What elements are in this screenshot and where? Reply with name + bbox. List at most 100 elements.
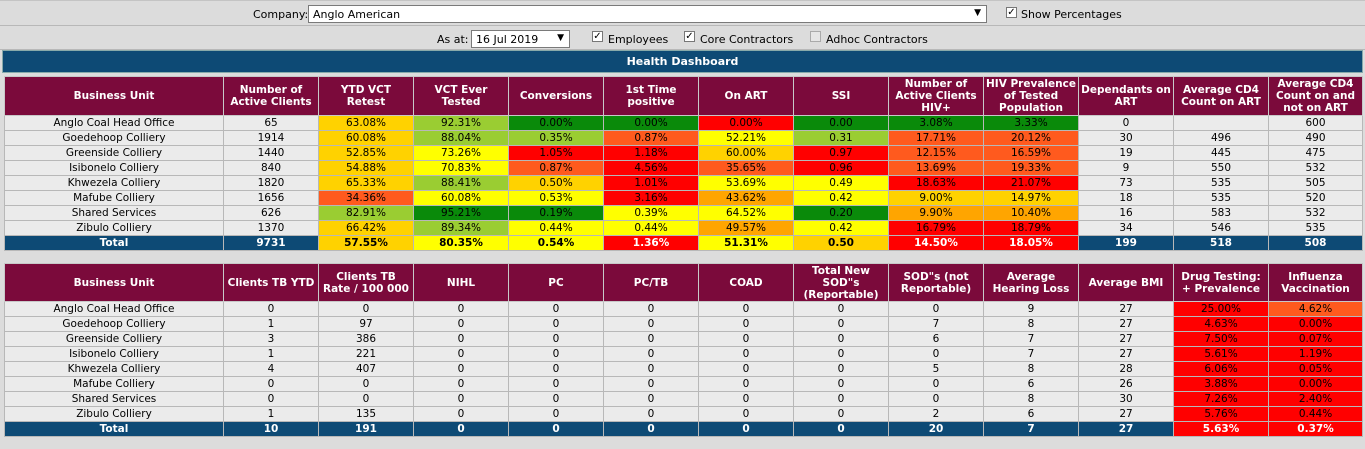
column-header: 1st Time positive — [603, 76, 699, 116]
table-cell: 1 — [223, 316, 319, 332]
total-cell: 0.50 — [793, 235, 889, 251]
business-unit-cell: Shared Services — [4, 391, 224, 407]
table-cell: 0 — [793, 376, 889, 392]
table-cell: 7 — [983, 346, 1079, 362]
table-row: Greenside Colliery 1440 52.85% 73.26% 1.05% 1… — [4, 145, 1363, 161]
table-cell: 5.76% — [1173, 406, 1269, 422]
table-cell: 9.90% — [888, 205, 984, 221]
table-cell: 4.56% — [603, 160, 699, 176]
table-cell: 88.04% — [413, 130, 509, 146]
column-header: Total New SOD"s (Reportable) — [793, 263, 889, 302]
column-header: PC/TB — [603, 263, 699, 302]
show-percentages-checkbox[interactable]: ✓ — [1006, 7, 1017, 18]
table-cell: 4 — [223, 361, 319, 377]
table-cell: 3.16% — [603, 190, 699, 206]
table-cell: 1656 — [223, 190, 319, 206]
table-cell: 4.63% — [1173, 316, 1269, 332]
total-cell: 10 — [223, 421, 319, 437]
table-cell: 3.33% — [983, 115, 1079, 131]
column-header: Average Hearing Loss — [983, 263, 1079, 302]
table-cell: 13.69% — [888, 160, 984, 176]
column-header: Business Unit — [4, 263, 224, 302]
table-cell: 0 — [603, 361, 699, 377]
table-cell: 97 — [318, 316, 414, 332]
total-cell: 518 — [1173, 235, 1269, 251]
table-cell: 53.69% — [698, 175, 794, 191]
table-cell: 9 — [1078, 160, 1174, 176]
column-header: Average BMI — [1078, 263, 1174, 302]
table-cell: 8 — [983, 391, 1079, 407]
table-cell: 14.97% — [983, 190, 1079, 206]
table-cell: 0 — [318, 301, 414, 317]
table-cell: 0.00% — [698, 115, 794, 131]
table-cell: 1914 — [223, 130, 319, 146]
table-cell — [1173, 115, 1269, 131]
table-cell: 30 — [1078, 391, 1174, 407]
table-cell: 10.40% — [983, 205, 1079, 221]
table-cell: 49.57% — [698, 220, 794, 236]
business-unit-cell: Goedehoop Colliery — [4, 316, 224, 332]
table-cell: 52.21% — [698, 130, 794, 146]
table-cell: 18 — [1078, 190, 1174, 206]
employees-checkbox[interactable]: ✓ — [592, 31, 603, 42]
table-cell: 1.19% — [1268, 346, 1363, 362]
column-header: VCT Ever Tested — [413, 76, 509, 116]
business-unit-cell: Isibonelo Colliery — [4, 346, 224, 362]
column-header: SOD"s (not Reportable) — [888, 263, 984, 302]
column-header: Dependants on ART — [1078, 76, 1174, 116]
table-cell: 65 — [223, 115, 319, 131]
table-cell: 6 — [983, 376, 1079, 392]
table-cell: 6 — [983, 406, 1079, 422]
table-cell: 52.85% — [318, 145, 414, 161]
table-cell: 25.00% — [1173, 301, 1269, 317]
business-unit-cell: Mafube Colliery — [4, 376, 224, 392]
adhoc-contractors-checkbox[interactable] — [810, 31, 821, 42]
table-cell: 0.96 — [793, 160, 889, 176]
table-cell: 18.63% — [888, 175, 984, 191]
table-cell: 16 — [1078, 205, 1174, 221]
table-cell: 35.65% — [698, 160, 794, 176]
table-cell: 30 — [1078, 130, 1174, 146]
total-cell: 51.31% — [698, 235, 794, 251]
total-cell: 20 — [888, 421, 984, 437]
table-cell: 34.36% — [318, 190, 414, 206]
table-cell: 7 — [888, 316, 984, 332]
table-cell: 1.01% — [603, 175, 699, 191]
table-cell: 0.44% — [603, 220, 699, 236]
table-row: Mafube Colliery 1656 34.36% 60.08% 0.53% 3.16… — [4, 190, 1363, 206]
table-cell: 0 — [413, 301, 509, 317]
table-cell: 2.40% — [1268, 391, 1363, 407]
table-cell: 0 — [603, 301, 699, 317]
table-cell: 88.41% — [413, 175, 509, 191]
business-unit-cell: Anglo Coal Head Office — [4, 115, 224, 131]
table-cell: 0 — [698, 316, 794, 332]
table-cell: 0.19% — [508, 205, 604, 221]
table-cell: 0 — [508, 316, 604, 332]
table-row: Khwezela Colliery 1820 65.33% 88.41% 0.50% 1.… — [4, 175, 1363, 191]
table-cell: 0 — [508, 331, 604, 347]
table-cell: 0 — [413, 391, 509, 407]
table-cell: 1 — [223, 406, 319, 422]
table-cell: 19 — [1078, 145, 1174, 161]
table-cell: 0 — [698, 331, 794, 347]
core-contractors-checkbox[interactable]: ✓ — [684, 31, 695, 42]
table-cell: 19.33% — [983, 160, 1079, 176]
total-cell: 80.35% — [413, 235, 509, 251]
table-cell: 0 — [793, 346, 889, 362]
table-cell: 0.39% — [603, 205, 699, 221]
table-cell: 0.53% — [508, 190, 604, 206]
table-row: Shared Services 626 82.91% 95.21% 0.19% 0.39%… — [4, 205, 1363, 221]
table-cell: 0 — [508, 301, 604, 317]
table-cell: 840 — [223, 160, 319, 176]
company-select[interactable]: Anglo American ▼ — [308, 5, 987, 23]
table-cell: 0 — [508, 406, 604, 422]
hiv-health-table: Business Unit Number of Active Clients YTD… — [4, 76, 1363, 251]
total-cell: 0 — [603, 421, 699, 437]
table-cell: 63.08% — [318, 115, 414, 131]
table-cell: 0.42 — [793, 190, 889, 206]
table-cell: 18.79% — [983, 220, 1079, 236]
table-cell: 0 — [413, 316, 509, 332]
as-at-date-select[interactable]: 16 Jul 2019 ▼ — [471, 30, 570, 48]
total-cell: 0 — [698, 421, 794, 437]
table-cell: 60.08% — [318, 130, 414, 146]
